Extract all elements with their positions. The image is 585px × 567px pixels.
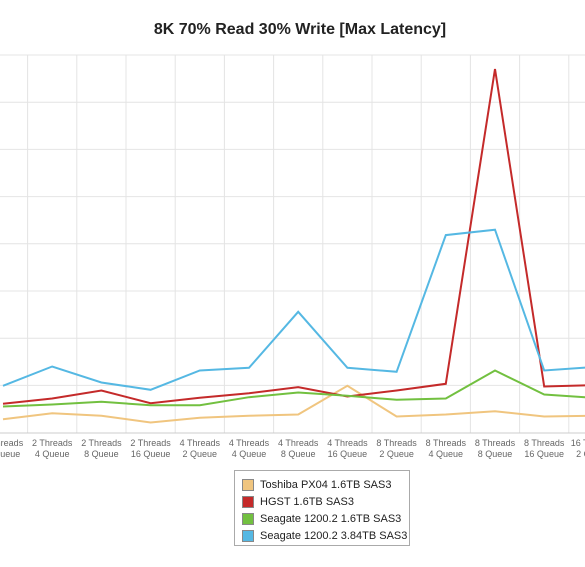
series-lines <box>2 68 585 424</box>
legend-item: HGST 1.6TB SAS3 <box>242 493 409 510</box>
legend-item: Toshiba PX04 1.6TB SAS3 <box>242 476 409 493</box>
x-tick-label: 8 Threads 8 Queue <box>475 438 516 459</box>
legend-item: Seagate 1200.2 3.84TB SAS3 <box>242 527 409 544</box>
legend-label: Seagate 1200.2 1.6TB SAS3 <box>260 512 402 525</box>
legend-swatch <box>242 512 254 525</box>
series-line-4 <box>2 228 585 391</box>
x-tick-label: 8 Threads 2 Queue <box>376 438 417 459</box>
x-tick-label: 2 Threads 16 Queue <box>130 438 171 459</box>
series-line-2 <box>2 68 585 405</box>
legend: Toshiba PX04 1.6TB SAS3 HGST 1.6TB SAS3 Se… <box>234 470 410 546</box>
x-tick-label: 4 Threads 16 Queue <box>327 438 368 459</box>
legend-item: Seagate 1200.2 1.6TB SAS3 <box>242 510 409 527</box>
series-line-3 <box>2 369 585 408</box>
x-tick-label: 4 Threads 2 Queue <box>180 438 221 459</box>
x-tick-label: 4 Threads 4 Queue <box>229 438 270 459</box>
x-tick-label: 2 Threads 8 Queue <box>81 438 122 459</box>
series-line-1 <box>2 384 585 424</box>
legend-swatch <box>242 478 254 491</box>
legend-swatch <box>242 529 254 542</box>
legend-label: Seagate 1200.2 3.84TB SAS3 <box>260 529 408 542</box>
x-tick-label: 2 Threads 4 Queue <box>32 438 73 459</box>
legend-label: Toshiba PX04 1.6TB SAS3 <box>260 478 392 491</box>
legend-label: HGST 1.6TB SAS3 <box>260 495 354 508</box>
legend-swatch <box>242 495 254 508</box>
x-tick-label: 8 Threads 16 Queue <box>524 438 565 459</box>
x-tick-label: 4 Threads 8 Queue <box>278 438 319 459</box>
chart-title: 8K 70% Read 30% Write [Max Latency] <box>154 21 446 38</box>
grid <box>0 54 585 434</box>
x-tick-label: 8 Threads 4 Queue <box>426 438 467 459</box>
